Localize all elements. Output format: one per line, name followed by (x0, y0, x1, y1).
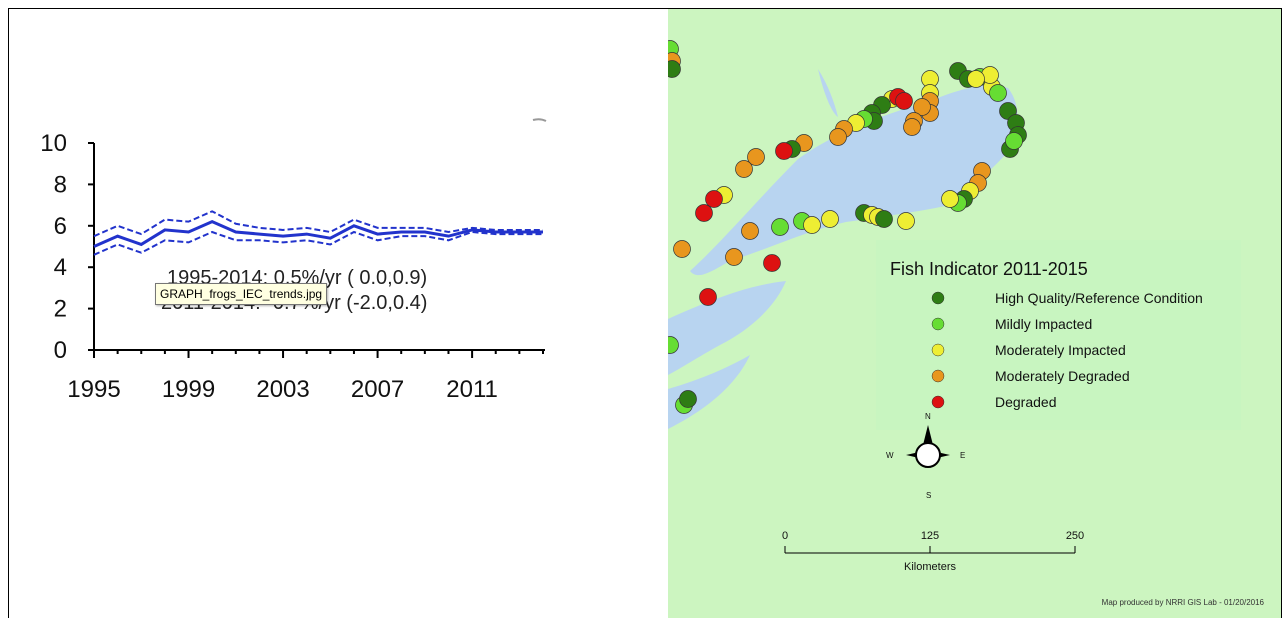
site-point (897, 212, 915, 230)
x-tick-label: 1999 (162, 376, 215, 403)
site-point (747, 148, 765, 166)
trend-line (93, 220, 543, 248)
map-panel: Fish Indicator 2011-2015 High Quality/Re… (668, 9, 1281, 618)
legend-label: Degraded (995, 394, 1057, 410)
site-point (875, 210, 893, 228)
compass-w: W (886, 451, 894, 460)
site-point (695, 204, 713, 222)
legend-label: Moderately Impacted (995, 342, 1126, 358)
site-point (829, 128, 847, 146)
y-tick-label: 4 (54, 254, 67, 281)
site-point (775, 142, 793, 160)
site-point (821, 210, 839, 228)
site-point (803, 216, 821, 234)
legend-label: Moderately Degraded (995, 368, 1130, 384)
y-tick-label: 6 (54, 213, 67, 240)
site-point (673, 240, 691, 258)
site-point (895, 92, 913, 110)
legend-label: Mildly Impacted (995, 316, 1092, 332)
site-point (903, 118, 921, 136)
compass-n: N (925, 412, 931, 421)
x-tick-label: 2003 (256, 376, 309, 403)
legend-swatch (931, 343, 945, 357)
site-point (763, 254, 781, 272)
confidence-band-line (93, 210, 543, 238)
site-point (989, 84, 1007, 102)
site-point (668, 336, 679, 354)
compass-icon: N S E W (886, 412, 965, 500)
compass-e: E (960, 451, 965, 460)
fish-indicator-map: Fish Indicator 2011-2015 High Quality/Re… (668, 9, 1281, 618)
compass-s: S (926, 491, 931, 500)
x-tick-label: 1995 (67, 376, 120, 403)
y-tick-label: 0 (54, 337, 67, 364)
y-tick-label: 2 (54, 296, 67, 323)
x-tick-label: 2011 (446, 376, 498, 403)
site-point (741, 222, 759, 240)
scale-label-125: 125 (921, 530, 939, 542)
site-point (967, 70, 985, 88)
site-point (725, 248, 743, 266)
site-point (699, 288, 717, 306)
scale-label-0: 0 (782, 530, 788, 542)
site-point (771, 218, 789, 236)
map-credit: Map produced by NRRI GIS Lab - 01/20/201… (1102, 598, 1265, 607)
chart-panel: 0 2 4 6 8 10 1995 1999 2003 2007 2011 1995-2014: 0… (9, 9, 659, 618)
legend-label: High Quality/Reference Condition (995, 290, 1203, 306)
site-point (1005, 132, 1023, 150)
legend-swatch (931, 317, 945, 331)
site-point (735, 160, 753, 178)
chart-mark (532, 118, 547, 122)
legend-title: Fish Indicator 2011-2015 (890, 259, 1088, 279)
scale-unit: Kilometers (904, 561, 956, 573)
y-tick-label: 10 (40, 130, 67, 157)
site-point (941, 190, 959, 208)
table-border-left (8, 8, 9, 618)
scale-bar: 0 125 250 Kilometers (782, 530, 1084, 573)
legend-swatch (931, 291, 945, 305)
confidence-band-line (93, 230, 543, 256)
legend-swatch (931, 369, 945, 383)
site-point (679, 390, 697, 408)
river-channel (668, 281, 786, 375)
site-point (668, 60, 681, 78)
bay-top (818, 69, 838, 117)
site-point (705, 190, 723, 208)
site-point (913, 98, 931, 116)
image-tooltip: GRAPH_frogs_IEC_trends.jpg (155, 283, 328, 305)
legend-swatch (931, 395, 945, 409)
table-border-top (8, 8, 1282, 9)
x-tick-label: 2007 (351, 376, 404, 403)
scale-label-250: 250 (1066, 530, 1084, 542)
y-tick-label: 8 (54, 171, 67, 198)
